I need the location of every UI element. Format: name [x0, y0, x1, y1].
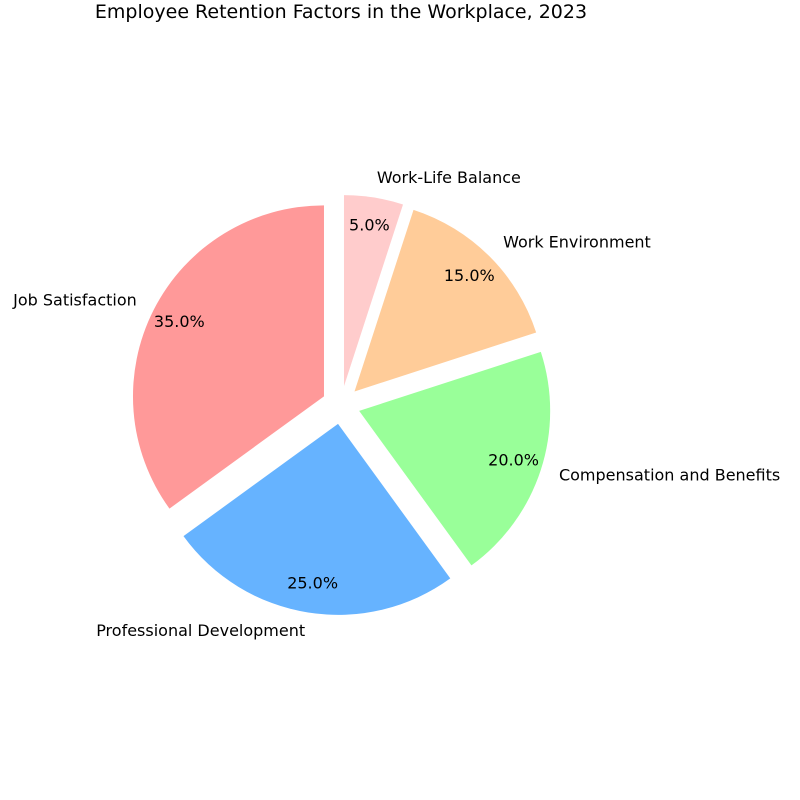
pct-label-compensation-and-benefits: 20.0% — [488, 451, 539, 470]
pct-label-work-life-balance: 5.0% — [349, 215, 390, 234]
pie-slice-work-life-balance — [343, 195, 404, 387]
slice-label-professional-development: Professional Development — [96, 621, 305, 640]
slice-label-work-environment: Work Environment — [503, 232, 651, 251]
slice-label-compensation-and-benefits: Compensation and Benefits — [559, 465, 780, 484]
slice-label-work-life-balance: Work-Life Balance — [377, 168, 521, 187]
pie-slice-work-environment — [354, 209, 537, 392]
pct-label-work-environment: 15.0% — [444, 266, 495, 285]
slice-label-job-satisfaction: Job Satisfaction — [12, 290, 137, 309]
slices-layer — [132, 195, 551, 615]
pct-label-job-satisfaction: 35.0% — [154, 312, 205, 331]
labels-layer: Job Satisfaction 35.0% Professional Develo… — [12, 168, 780, 640]
pie-slice-job-satisfaction — [132, 205, 324, 509]
pie-slice-professional-development — [183, 423, 451, 615]
chart-title: Employee Retention Factors in the Workpl… — [95, 1, 587, 23]
pie-slice-compensation-and-benefits — [359, 351, 551, 566]
pct-label-professional-development: 25.0% — [287, 574, 338, 593]
